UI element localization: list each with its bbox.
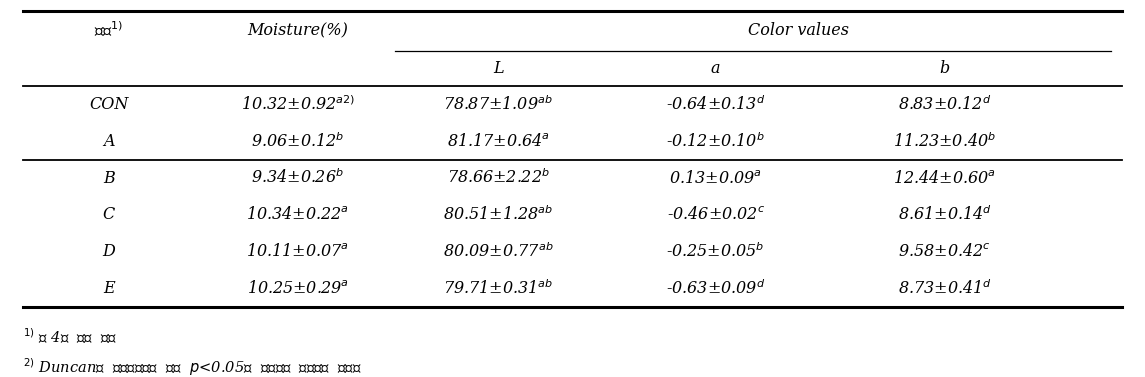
Text: -0.12±0.10$^{b}$: -0.12±0.10$^{b}$ (666, 132, 765, 150)
Text: 8.83±0.12$^{d}$: 8.83±0.12$^{d}$ (898, 95, 992, 114)
Text: a: a (711, 60, 720, 77)
Text: 10.34±0.22$^{a}$: 10.34±0.22$^{a}$ (246, 207, 349, 224)
Text: 9.34±0.26$^{b}$: 9.34±0.26$^{b}$ (251, 169, 345, 187)
Text: 8.61±0.14$^{d}$: 8.61±0.14$^{d}$ (898, 205, 992, 224)
Text: 9.06±0.12$^{b}$: 9.06±0.12$^{b}$ (251, 132, 345, 150)
Text: D: D (102, 243, 116, 260)
Text: b: b (940, 60, 949, 77)
Text: 80.09±0.77$^{ab}$: 80.09±0.77$^{ab}$ (443, 242, 553, 261)
Text: 8.73±0.41$^{d}$: 8.73±0.41$^{d}$ (898, 279, 992, 298)
Text: 10.32±0.92$^{a2)}$: 10.32±0.92$^{a2)}$ (240, 95, 355, 114)
Text: 78.66±2.22$^{b}$: 78.66±2.22$^{b}$ (447, 169, 550, 187)
Text: 9.58±0.42$^{c}$: 9.58±0.42$^{c}$ (898, 243, 992, 260)
Text: -0.46±0.02$^{c}$: -0.46±0.02$^{c}$ (666, 207, 765, 224)
Text: Color values: Color values (748, 22, 850, 39)
Text: 79.71±0.31$^{ab}$: 79.71±0.31$^{ab}$ (443, 279, 553, 298)
Text: 시료$^{1)}$: 시료$^{1)}$ (94, 21, 124, 40)
Text: $^{2)}$ Duncan의  다중범위검정  결과  $p$<0.05의  범위에서  유의차를  나타냄: $^{2)}$ Duncan의 다중범위검정 결과 $p$<0.05의 범위에서… (23, 356, 362, 377)
Text: $^{1)}$ 표 4의  약어  참조: $^{1)}$ 표 4의 약어 참조 (23, 326, 117, 346)
Text: -0.63±0.09$^{d}$: -0.63±0.09$^{d}$ (666, 279, 765, 298)
Text: E: E (103, 280, 114, 297)
Text: A: A (103, 133, 114, 150)
Text: 12.44±0.60$^{a}$: 12.44±0.60$^{a}$ (893, 170, 996, 187)
Text: -0.25±0.05$^{b}$: -0.25±0.05$^{b}$ (666, 242, 765, 261)
Text: C: C (103, 207, 114, 224)
Text: CON: CON (89, 96, 128, 113)
Text: -0.64±0.13$^{d}$: -0.64±0.13$^{d}$ (666, 95, 765, 114)
Text: 11.23±0.40$^{b}$: 11.23±0.40$^{b}$ (893, 132, 996, 150)
Text: 0.13±0.09$^{a}$: 0.13±0.09$^{a}$ (669, 170, 763, 187)
Text: 10.25±0.29$^{a}$: 10.25±0.29$^{a}$ (246, 280, 349, 297)
Text: 78.87±1.09$^{ab}$: 78.87±1.09$^{ab}$ (443, 95, 553, 114)
Text: L: L (492, 60, 504, 77)
Text: Moisture(%): Moisture(%) (247, 22, 348, 39)
Text: 81.17±0.64$^{a}$: 81.17±0.64$^{a}$ (447, 133, 550, 150)
Text: B: B (103, 170, 114, 187)
Text: 10.11±0.07$^{a}$: 10.11±0.07$^{a}$ (246, 243, 349, 260)
Text: 80.51±1.28$^{ab}$: 80.51±1.28$^{ab}$ (443, 205, 553, 224)
